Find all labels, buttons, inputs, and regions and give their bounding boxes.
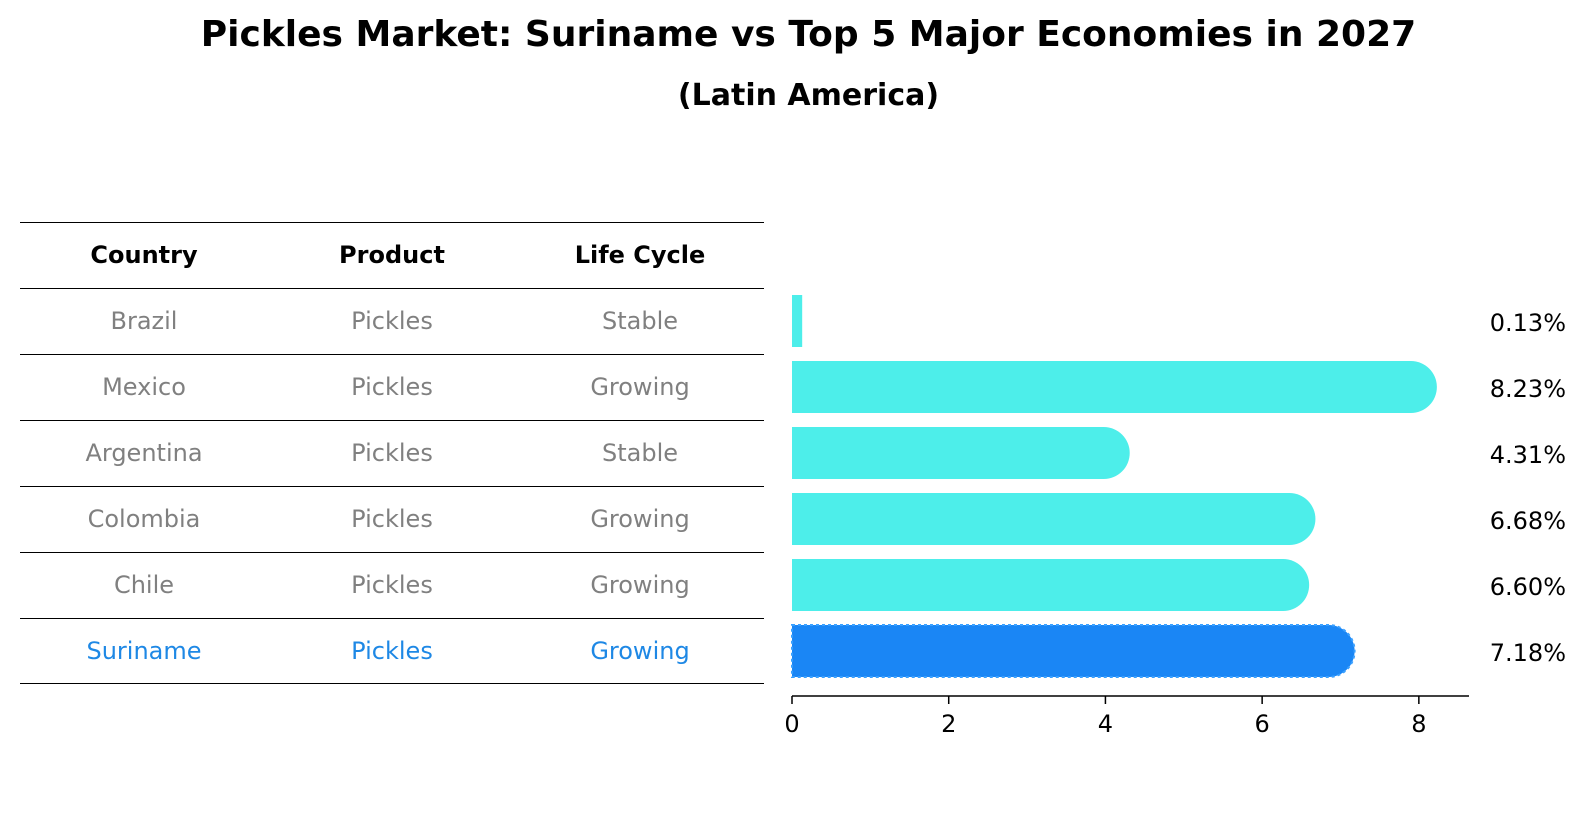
bar-brazil	[792, 295, 803, 347]
table-row: Argentina Pickles Stable	[20, 420, 764, 486]
chart-title: Pickles Market: Suriname vs Top 5 Major …	[200, 14, 1417, 55]
table-row: Chile Pickles Growing	[20, 552, 764, 618]
cell-country: Mexico	[102, 373, 186, 401]
value-label: 7.18%	[1490, 639, 1566, 667]
value-label: 6.68%	[1490, 507, 1566, 535]
value-label: 6.60%	[1490, 573, 1566, 601]
bar-colombia	[792, 493, 1316, 545]
chart-subtitle: (Latin America)	[677, 78, 940, 113]
cell-product: Pickles	[351, 637, 433, 665]
header-product: Product	[339, 241, 445, 269]
cell-life-cycle: Growing	[590, 637, 690, 665]
table-row: Brazil Pickles Stable	[20, 288, 764, 354]
cell-product: Pickles	[351, 307, 433, 335]
x-tick-label: 0	[784, 710, 799, 738]
table-header-row: Country Product Life Cycle	[20, 222, 764, 288]
x-tick-label: 6	[1254, 710, 1269, 738]
cell-life-cycle: Growing	[590, 373, 690, 401]
cell-country: Suriname	[86, 637, 202, 665]
cell-life-cycle: Growing	[590, 505, 690, 533]
cell-product: Pickles	[351, 571, 433, 599]
bar-mexico	[792, 361, 1437, 413]
bar-suriname	[791, 624, 1356, 678]
cell-life-cycle: Growing	[590, 571, 690, 599]
cell-life-cycle: Stable	[601, 439, 679, 467]
value-label: 0.13%	[1490, 309, 1566, 337]
bar-chile	[792, 559, 1310, 611]
cell-country: Brazil	[110, 307, 178, 335]
header-life-cycle: Life Cycle	[574, 241, 706, 269]
table-row: Colombia Pickles Growing	[20, 486, 764, 552]
value-label: 8.23%	[1490, 375, 1566, 403]
country-table: Country Product Life Cycle Brazil Pickle…	[20, 222, 764, 684]
cell-life-cycle: Stable	[601, 307, 679, 335]
value-label: 4.31%	[1490, 441, 1566, 469]
cell-country: Chile	[113, 571, 175, 599]
cell-country: Colombia	[87, 505, 201, 533]
x-tick-label: 2	[941, 710, 956, 738]
table-row: Mexico Pickles Growing	[20, 354, 764, 420]
cell-product: Pickles	[351, 439, 433, 467]
cell-product: Pickles	[351, 373, 433, 401]
bar-argentina	[792, 427, 1130, 479]
cell-country: Argentina	[85, 439, 203, 467]
x-tick-label: 4	[1098, 710, 1113, 738]
header-country: Country	[90, 241, 198, 269]
table-row-highlight: Suriname Pickles Growing	[20, 618, 764, 684]
x-tick-label: 8	[1411, 710, 1426, 738]
cell-product: Pickles	[351, 505, 433, 533]
